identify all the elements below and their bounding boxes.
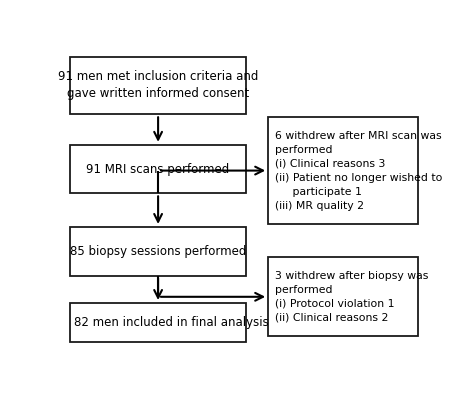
FancyBboxPatch shape bbox=[70, 227, 246, 276]
FancyBboxPatch shape bbox=[70, 56, 246, 114]
Text: 82 men included in final analysis: 82 men included in final analysis bbox=[74, 316, 269, 329]
Text: 91 MRI scans performed: 91 MRI scans performed bbox=[87, 163, 230, 175]
FancyBboxPatch shape bbox=[268, 257, 418, 337]
Text: 3 withdrew after biopsy was
performed
(i) Protocol violation 1
(ii) Clinical rea: 3 withdrew after biopsy was performed (i… bbox=[275, 271, 429, 323]
Text: 6 withdrew after MRI scan was
performed
(i) Clinical reasons 3
(ii) Patient no l: 6 withdrew after MRI scan was performed … bbox=[275, 131, 443, 211]
FancyBboxPatch shape bbox=[70, 145, 246, 194]
Text: 85 biopsy sessions performed: 85 biopsy sessions performed bbox=[70, 245, 246, 258]
Text: 91 men met inclusion criteria and
gave written informed consent: 91 men met inclusion criteria and gave w… bbox=[58, 70, 258, 100]
FancyBboxPatch shape bbox=[268, 117, 418, 224]
FancyBboxPatch shape bbox=[70, 303, 246, 342]
